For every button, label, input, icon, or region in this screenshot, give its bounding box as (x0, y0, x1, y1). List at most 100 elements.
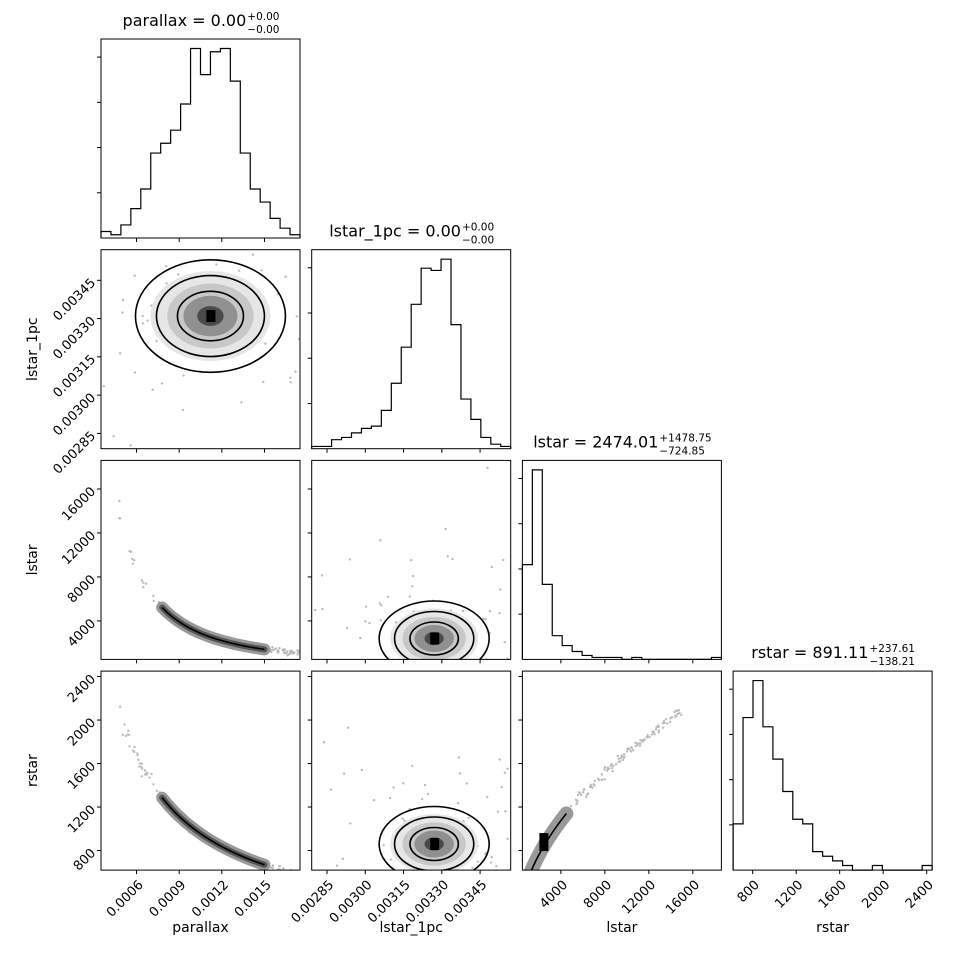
scatter-point (251, 122, 253, 124)
histogram-parallax: parallax = 0.00 +0.00−0.00 (97, 11, 301, 239)
scatter-point (445, 722, 447, 724)
histogram-frame (521, 459, 722, 660)
density-peak (539, 833, 549, 852)
scatter-point (435, 676, 437, 678)
y-axis-title: rstar (25, 754, 41, 787)
x-axis-lstar: 4000 8000 12000 16000 lstar (537, 659, 703, 936)
scatter-point (574, 798, 578, 801)
panel-frame (100, 249, 301, 450)
scatter-point (131, 562, 135, 566)
scatter-point (552, 878, 554, 880)
scatter-point (356, 377, 358, 379)
scatter-point (638, 744, 642, 747)
scatter-point (215, 263, 218, 266)
scatter-point (326, 274, 328, 276)
scatter-point (300, 642, 302, 644)
panel-frame (100, 459, 301, 660)
scatter-point (271, 645, 274, 649)
scatter-point (527, 853, 529, 855)
scatter-point (103, 240, 105, 242)
scatter-point (580, 793, 583, 797)
scatter-point (102, 384, 106, 388)
scatter-point (409, 873, 411, 875)
scatter-point (593, 779, 596, 783)
scatter-point (112, 435, 115, 438)
scatter-point (297, 337, 300, 341)
scatter-point (70, 264, 72, 266)
scatter-point (264, 342, 267, 345)
scatter-point (484, 851, 488, 855)
x-tick-label: 12000 (619, 878, 659, 918)
scatter-point (345, 626, 349, 630)
scatter-point (556, 542, 558, 544)
scatter-point (515, 885, 517, 887)
contour-line (409, 621, 460, 656)
scatter-point (16, 374, 18, 376)
scatter-point (277, 870, 279, 872)
scatter-point (582, 791, 585, 794)
scatter-point (610, 763, 613, 766)
scatter-point (576, 793, 580, 797)
scatter-point (127, 729, 130, 733)
scatter-point (458, 772, 462, 775)
scatter-parallax-lstar (100, 459, 301, 660)
scatter-point (616, 754, 620, 758)
scatter-point (176, 273, 180, 276)
scatter-point (148, 776, 151, 779)
scatter-point (366, 667, 368, 669)
scatter-point (283, 648, 287, 651)
scatter-point (138, 765, 141, 768)
scatter-point (611, 770, 614, 773)
scatter-point (289, 381, 292, 384)
scatter-point (329, 788, 333, 791)
scatter-point (559, 615, 561, 617)
scatter-point (612, 764, 615, 768)
histogram-frame (100, 38, 301, 239)
scatter-point (331, 668, 333, 670)
scatter-point (572, 934, 574, 936)
scatter-point (512, 872, 514, 874)
x-axis-title: rstar (816, 920, 849, 936)
scatter-point (129, 550, 133, 554)
scatter-point (304, 263, 306, 265)
scatter-point (531, 913, 533, 915)
scatter-point (655, 725, 658, 729)
scatter-point (675, 709, 678, 712)
scatter-point (496, 810, 500, 813)
scatter-point (498, 758, 501, 761)
scatter-lstar_1pc-rstar (311, 670, 574, 936)
scatter-point (107, 228, 109, 230)
scatter-point (140, 579, 144, 582)
scatter-point (548, 661, 550, 663)
scatter-point (45, 371, 47, 373)
scatter-point (389, 858, 392, 861)
scatter-point (451, 341, 453, 343)
scatter-point (295, 219, 297, 221)
panel-title-lstar: lstar = 2474.01 (533, 432, 658, 451)
density-band (156, 791, 271, 871)
scatter-point (290, 230, 292, 232)
scatter-point (401, 817, 404, 820)
scatter-point (679, 713, 683, 717)
title-value: 891.11 (812, 643, 868, 662)
title-minus: −0.00 (462, 235, 494, 247)
y-tick-label: 800 (71, 846, 99, 874)
scatter-point (240, 401, 243, 404)
scatter-point (237, 269, 241, 272)
x-tick-label: 1600 (816, 878, 850, 912)
scatter-point (378, 602, 381, 605)
scatter-point (142, 585, 145, 589)
contour-line (161, 606, 265, 651)
y-axis-title: lstar_1pc (25, 317, 41, 381)
scatter-point (591, 651, 593, 653)
scatter-point (422, 882, 424, 884)
scatter-point (262, 380, 265, 384)
scatter-point (278, 646, 281, 650)
scatter-point (342, 772, 346, 775)
scatter-point (286, 871, 288, 873)
scatter-point (382, 844, 385, 847)
density-peak (430, 632, 440, 645)
scatter-point (394, 674, 396, 676)
scatter-point (393, 387, 395, 389)
